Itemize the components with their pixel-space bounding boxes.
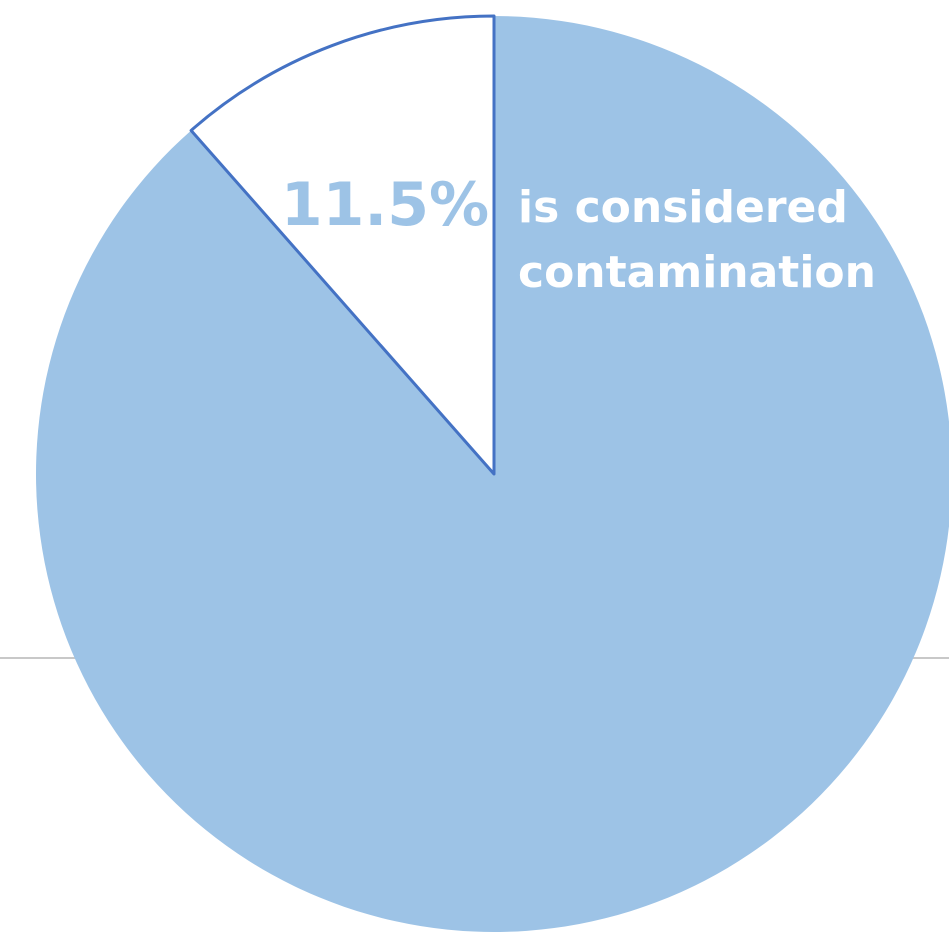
- slice-percent-label: 11.5%: [281, 170, 489, 240]
- annotation-line-1: is considered: [518, 182, 848, 233]
- annotation-line-2: contamination: [518, 247, 876, 298]
- pie-slice-contamination: [189, 14, 496, 476]
